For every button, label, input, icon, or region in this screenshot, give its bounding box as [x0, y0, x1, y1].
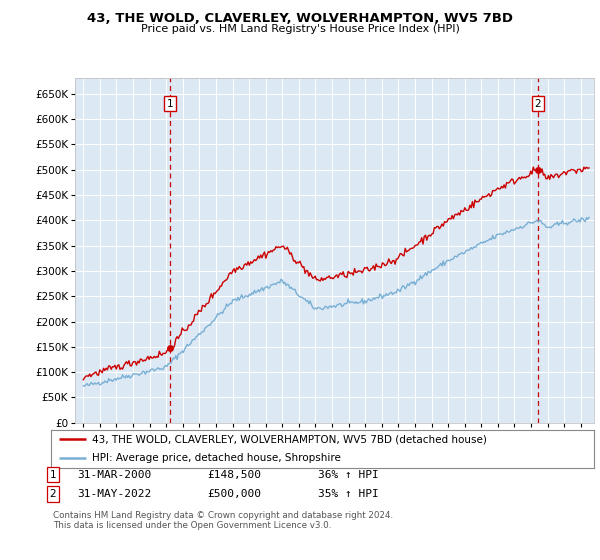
Text: 43, THE WOLD, CLAVERLEY, WOLVERHAMPTON, WV5 7BD: 43, THE WOLD, CLAVERLEY, WOLVERHAMPTON, …: [87, 12, 513, 25]
Text: Contains HM Land Registry data © Crown copyright and database right 2024.
This d: Contains HM Land Registry data © Crown c…: [53, 511, 393, 530]
Text: HPI: Average price, detached house, Shropshire: HPI: Average price, detached house, Shro…: [92, 453, 341, 463]
Text: £148,500: £148,500: [207, 470, 261, 480]
Text: 35% ↑ HPI: 35% ↑ HPI: [318, 489, 379, 499]
Text: 1: 1: [167, 99, 173, 109]
Text: 31-MAR-2000: 31-MAR-2000: [77, 470, 151, 480]
Text: £500,000: £500,000: [207, 489, 261, 499]
Text: 43, THE WOLD, CLAVERLEY, WOLVERHAMPTON, WV5 7BD (detached house): 43, THE WOLD, CLAVERLEY, WOLVERHAMPTON, …: [92, 434, 487, 444]
Text: Price paid vs. HM Land Registry's House Price Index (HPI): Price paid vs. HM Land Registry's House …: [140, 24, 460, 34]
Text: 36% ↑ HPI: 36% ↑ HPI: [318, 470, 379, 480]
Text: 31-MAY-2022: 31-MAY-2022: [77, 489, 151, 499]
Text: 1: 1: [49, 470, 56, 480]
Text: 2: 2: [535, 99, 541, 109]
Text: 2: 2: [49, 489, 56, 499]
